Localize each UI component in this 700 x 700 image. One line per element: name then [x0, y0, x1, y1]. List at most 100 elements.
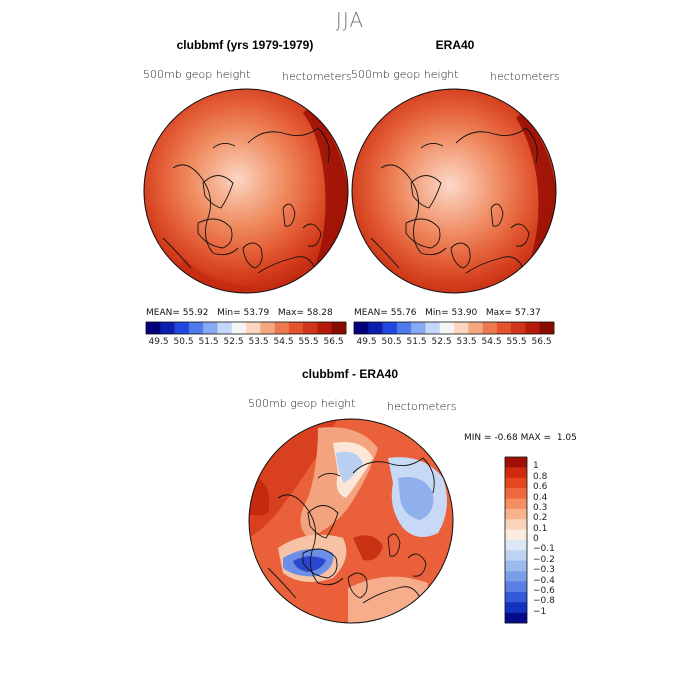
colorbar-tick-label: 55.5 — [506, 337, 527, 347]
colorbar-border — [145, 321, 347, 335]
negative-anomaly — [336, 451, 363, 483]
colorbar-tick-label: 55.5 — [298, 337, 319, 347]
panel-title-model: clubbmf (yrs 1979-1979) — [176, 38, 314, 52]
min-label: MIN = — [464, 433, 492, 443]
colorbar-border — [353, 321, 555, 335]
colorbar-swatch — [231, 322, 247, 334]
colorbar-swatch — [496, 322, 512, 334]
season-title: JJA — [335, 8, 365, 32]
colorbar-swatch — [368, 322, 383, 334]
difference-map — [248, 418, 454, 624]
coastlines — [267, 457, 435, 619]
colorbar-tick-label: 51.5 — [198, 337, 219, 347]
colorbar-labels-era40: 49.5 50.5 51.5 52.5 53.5 54.5 55.5 56.5 — [354, 337, 554, 349]
colorbar-swatch — [274, 322, 290, 334]
colorbar-tick-label: 53.5 — [248, 337, 269, 347]
colorbar-tick-label: −0.3 — [533, 565, 555, 576]
min-value: 53.90 — [451, 308, 478, 318]
diff-units-label: hectometers — [387, 400, 457, 413]
mean-value: 55.76 — [390, 308, 417, 318]
colorbar-swatch — [505, 457, 527, 468]
panel-title-era40: ERA40 — [435, 38, 475, 52]
colorbar-swatch — [505, 540, 527, 551]
colorbar-tick-label: 0.2 — [533, 513, 548, 524]
colorbar-swatch — [505, 498, 527, 510]
colorbar-swatch — [505, 560, 527, 572]
colorbar-tick-label: −0.1 — [533, 544, 555, 555]
colorbar-tick-label: 56.5 — [323, 337, 344, 347]
colorbar-tick-label: −0.8 — [533, 596, 555, 607]
max-label: MAX = — [520, 433, 552, 443]
colorbar-swatch — [525, 322, 541, 334]
colorbar-model — [145, 321, 347, 335]
negative-anomaly — [398, 477, 434, 520]
colorbar-tick-label: 50.5 — [381, 337, 402, 347]
diff-field-label: 500mb geop height — [248, 397, 356, 410]
colorbar-swatch — [411, 322, 426, 334]
model-map — [143, 88, 349, 294]
field-label-era40: 500mb geop height — [351, 68, 459, 81]
colorbar-tick-label: 54.5 — [481, 337, 502, 347]
colorbar-swatch — [468, 322, 483, 334]
mean-label: MEAN= — [146, 308, 180, 318]
map-boundary — [143, 88, 349, 294]
colorbar-difference — [504, 456, 528, 624]
colorbar-border — [504, 456, 528, 624]
colorbar-swatch — [505, 550, 527, 562]
colorbar-era40 — [353, 321, 555, 335]
max-value: 57.37 — [514, 308, 541, 318]
colorbar-swatch — [303, 322, 318, 334]
colorbar-tick-label: 52.5 — [223, 337, 244, 347]
coastlines — [370, 127, 538, 289]
colorbar-tick-label: 51.5 — [406, 337, 427, 347]
max-value: 58.28 — [306, 308, 333, 318]
colorbar-tick-label: −0.4 — [533, 575, 555, 586]
diff-panel-title: clubbmf - ERA40 — [301, 367, 398, 381]
max-value: 1.05 — [556, 433, 577, 443]
weak-positive-anomaly — [348, 576, 428, 623]
colorbar-tick-label: 56.5 — [531, 337, 552, 347]
colorbar-tick-label: 1 — [533, 461, 539, 472]
colorbar-swatch — [160, 322, 175, 334]
colorbar-swatch — [511, 322, 526, 334]
colorbar-swatch — [188, 322, 204, 334]
colorbar-tick-label: 0.1 — [533, 523, 548, 534]
units-label-era40: hectometers — [490, 70, 560, 83]
field-label-model: 500mb geop height — [143, 68, 251, 81]
colorbar-tick-label: 49.5 — [356, 337, 377, 347]
colorbar-labels-model: 49.5 50.5 51.5 52.5 53.5 54.5 55.5 56.5 — [146, 337, 346, 349]
colorbar-tick-label: 53.5 — [456, 337, 477, 347]
colorbar-labels-difference: 1 0.8 0.6 0.4 0.3 0.2 0.1 0 −0.1 −0.2 −0.3 −0.4 −0.6… — [533, 457, 573, 623]
colorbar-swatch — [539, 322, 555, 334]
min-label: Min= — [217, 308, 241, 318]
mean-label: MEAN= — [354, 308, 388, 318]
colorbar-swatch — [505, 602, 527, 613]
diff-stats: MIN = -0.68 MAX = 1.05 — [464, 433, 577, 443]
strong-positive-anomaly — [353, 535, 383, 561]
colorbar-tick-label: 0.3 — [533, 502, 548, 513]
max-label: Max= — [485, 308, 513, 318]
units-label-model: hectometers — [282, 70, 352, 83]
colorbar-tick-label: −0.2 — [533, 554, 555, 565]
colorbar-swatch — [396, 322, 412, 334]
colorbar-swatch — [505, 519, 527, 530]
colorbar-swatch — [354, 322, 369, 334]
colorbar-swatch — [482, 322, 498, 334]
stats-model: MEAN= 55.92 Min= 53.79 Max= 58.28 — [146, 308, 333, 318]
colorbar-swatch — [203, 322, 218, 334]
colorbar-swatch — [288, 322, 304, 334]
colorbar-swatch — [317, 322, 333, 334]
stats-era40: MEAN= 55.76 Min= 53.90 Max= 57.37 — [354, 308, 541, 318]
colorbar-swatch — [246, 322, 261, 334]
colorbar-tick-label: 50.5 — [173, 337, 194, 347]
min-value: -0.68 — [494, 433, 518, 443]
colorbar-swatch — [425, 322, 441, 334]
colorbar-swatch — [505, 467, 527, 479]
colorbar-swatch — [505, 477, 527, 489]
strong-negative-anomaly — [293, 556, 326, 572]
colorbar-swatch — [505, 612, 527, 624]
colorbar-tick-label: 52.5 — [431, 337, 452, 347]
colorbar-swatch — [382, 322, 398, 334]
colorbar-swatch — [505, 508, 527, 520]
colorbar-swatch — [505, 488, 527, 499]
